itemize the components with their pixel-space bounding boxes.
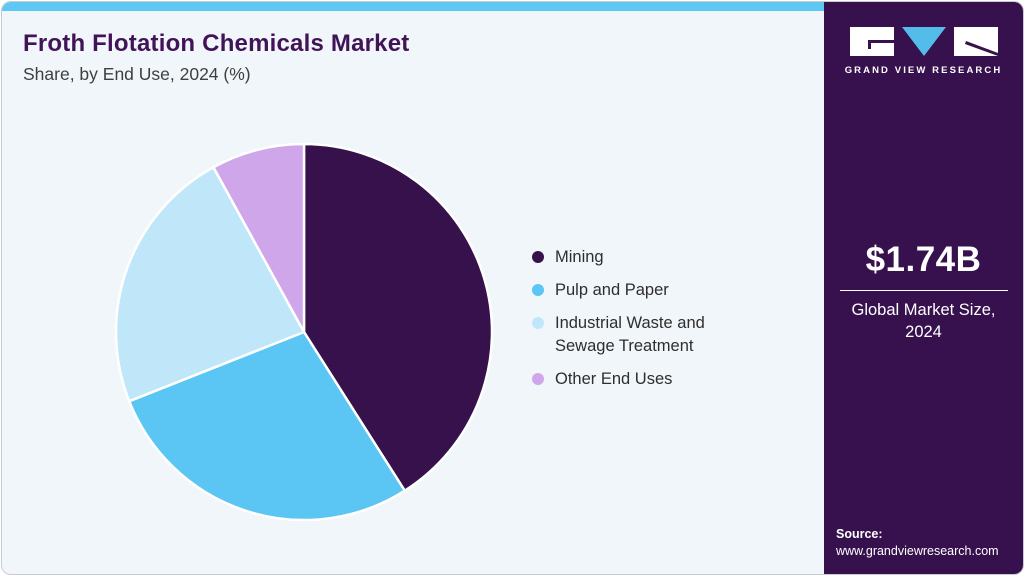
pie-chart-svg	[114, 142, 494, 522]
gvr-logo-wordmark: GRAND VIEW RESEARCH	[844, 65, 1003, 76]
source-url[interactable]: www.grandviewresearch.com	[836, 544, 999, 558]
pie-slice-pulp-and-paper	[127, 330, 406, 522]
market-size-label-line1: Global Market Size,	[851, 301, 996, 319]
gvr-logo: GRAND VIEW RESEARCH	[824, 26, 1023, 76]
pie-slice-other-end-uses	[212, 142, 306, 334]
pie-chart	[112, 140, 496, 524]
legend-marker-icon	[532, 373, 544, 385]
accent-top-bar	[2, 2, 824, 11]
market-size-block: $1.74B Global Market Size, 2024	[824, 240, 1023, 343]
gvr-logo-shapes-svg	[849, 27, 998, 56]
legend-marker-icon	[532, 284, 544, 296]
chart-panel: Froth Flotation Chemicals Market Share, …	[2, 2, 824, 574]
legend-label: Other End Uses	[555, 370, 673, 388]
legend-label: Industrial Waste and Sewage Treatment	[555, 314, 705, 355]
market-size-label-line2: 2024	[905, 323, 942, 341]
legend-item: Other End Uses	[532, 368, 730, 391]
source-label: Source:	[836, 527, 883, 541]
gvr-logo-icon	[824, 26, 1023, 58]
brand-sidebar: GRAND VIEW RESEARCH $1.74B Global Market…	[824, 2, 1023, 574]
market-size-divider	[839, 290, 1008, 291]
legend-marker-icon	[532, 251, 544, 263]
legend-label: Mining	[555, 248, 604, 266]
legend-marker-icon	[532, 317, 544, 329]
chart-header: Froth Flotation Chemicals Market Share, …	[23, 30, 409, 85]
market-size-label: Global Market Size, 2024	[824, 299, 1023, 343]
legend-item: Industrial Waste and Sewage Treatment	[532, 312, 730, 358]
chart-legend: Mining Pulp and Paper Industrial Waste and…	[532, 246, 730, 401]
legend-item: Pulp and Paper	[532, 279, 730, 302]
pie-slice-industrial-waste-and-sewage-treatment	[114, 166, 306, 403]
market-size-value: $1.74B	[865, 240, 982, 279]
legend-label: Pulp and Paper	[555, 281, 669, 299]
page-title: Froth Flotation Chemicals Market	[23, 30, 410, 57]
source-block: Source: www.grandviewresearch.com	[836, 526, 999, 560]
legend-item: Mining	[532, 246, 730, 269]
page-subtitle: Share, by End Use, 2024 (%)	[23, 64, 251, 84]
